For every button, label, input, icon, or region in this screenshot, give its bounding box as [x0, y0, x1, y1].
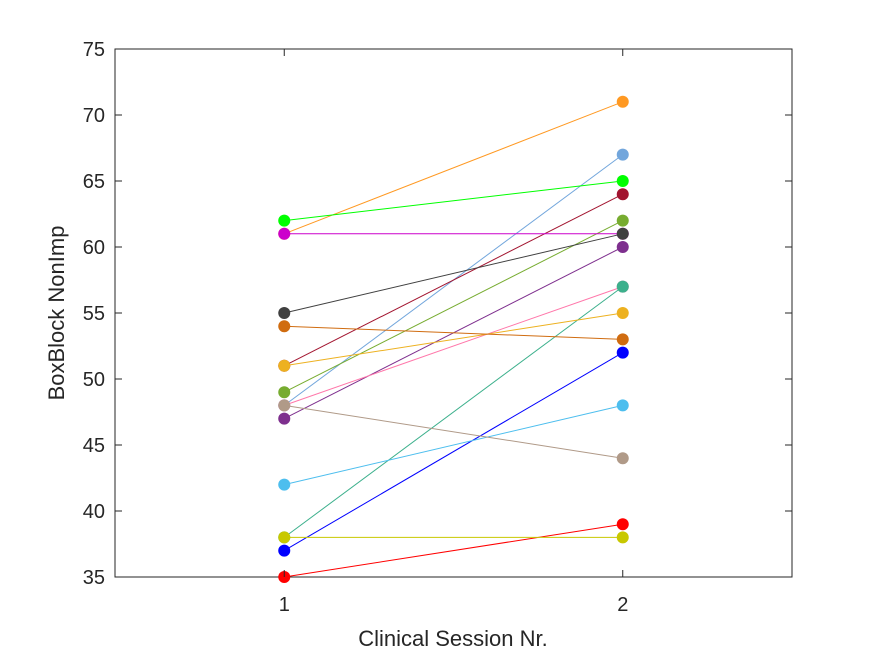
x-tick-label: 1 [279, 594, 290, 616]
y-tick-label: 70 [83, 105, 105, 127]
series-line [284, 233, 623, 314]
axes-layer: 35 40 45 50 55 60 65 70 75 1 2 [83, 39, 792, 616]
data-point-s8-x1 [278, 412, 291, 425]
series-line [283, 352, 624, 552]
series-line [284, 312, 623, 367]
data-point-s17-x1 [278, 531, 291, 544]
x-tick-label: 2 [617, 594, 628, 616]
series-line [284, 404, 623, 459]
series-17 [278, 531, 629, 544]
series-layer [278, 95, 629, 583]
data-point-s5-x1 [278, 386, 291, 399]
data-point-s15-x2 [616, 452, 629, 465]
data-point-s2-x2 [616, 148, 629, 161]
series-5 [278, 214, 629, 399]
y-tick-label: 65 [83, 171, 105, 193]
data-point-s7-x1 [278, 307, 291, 319]
y-tick-label: 60 [83, 237, 105, 259]
series-13 [278, 346, 629, 557]
data-point-s13-x2 [616, 346, 629, 359]
data-point-s8-x2 [616, 241, 629, 253]
data-point-s13-x1 [278, 544, 291, 557]
data-point-s16-x2 [616, 518, 629, 531]
series-7 [278, 227, 629, 319]
series-3 [278, 175, 629, 227]
data-point-s11-x1 [278, 359, 291, 372]
x-axis-label: Clinical Session Nr. [358, 626, 548, 651]
data-point-s14-x1 [278, 478, 291, 491]
y-tick-label: 50 [83, 369, 105, 391]
y-tick-label: 40 [83, 501, 105, 523]
data-point-s1-x2 [616, 95, 629, 108]
y-axis-label: BoxBlock NonImp [44, 226, 69, 401]
series-line [284, 193, 623, 367]
data-point-s11-x2 [616, 307, 629, 319]
data-point-s17-x2 [616, 531, 629, 544]
series-line [284, 220, 623, 393]
data-point-s12-x2 [616, 333, 629, 346]
series-line [284, 523, 623, 578]
series-11 [278, 307, 629, 372]
data-point-s14-x2 [616, 399, 629, 412]
series-line [284, 325, 623, 340]
series-12 [278, 320, 629, 346]
data-point-s4-x2 [616, 188, 629, 201]
data-point-s3-x2 [616, 175, 629, 187]
series-line [283, 286, 624, 538]
data-point-s7-x2 [616, 227, 629, 240]
y-tick-label: 35 [83, 567, 105, 589]
data-point-s3-x1 [278, 214, 291, 227]
series-15 [278, 399, 629, 465]
data-point-s10-x2 [616, 280, 629, 293]
y-tick-label: 45 [83, 435, 105, 457]
plot-area [114, 48, 793, 578]
series-line [284, 101, 623, 235]
data-point-s5-x2 [616, 214, 629, 227]
y-tick-label: 55 [83, 303, 105, 325]
series-line [284, 286, 623, 406]
series-line [284, 180, 623, 222]
y-tick-label: 75 [83, 39, 105, 61]
series-14 [278, 399, 629, 491]
data-point-s12-x1 [278, 320, 291, 333]
data-point-s15-x1 [278, 399, 291, 412]
series-line [284, 404, 623, 486]
data-point-s6-x1 [278, 227, 291, 240]
